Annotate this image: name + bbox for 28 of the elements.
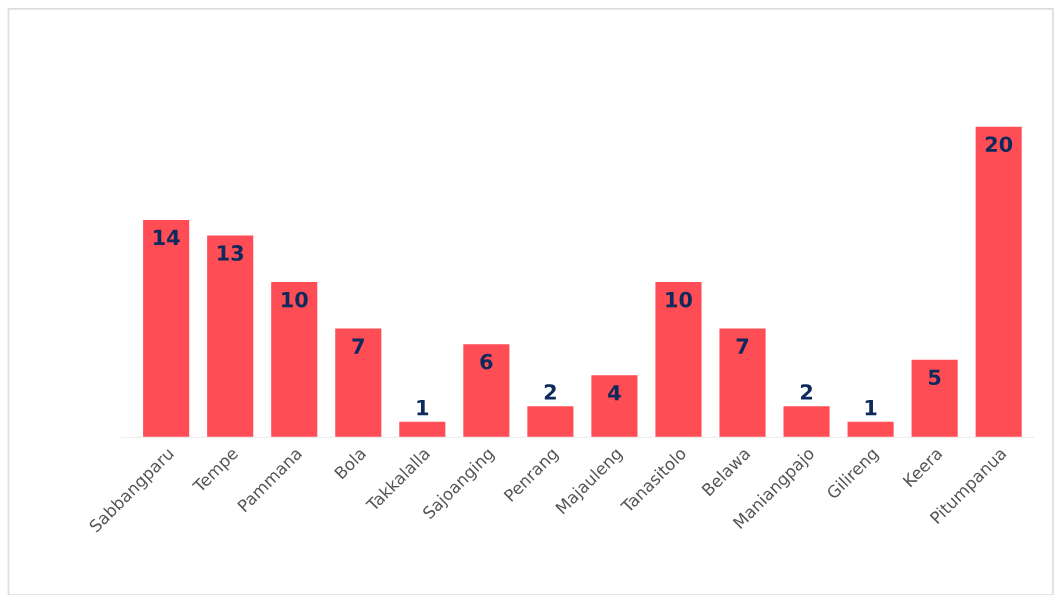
data-label: 14 (154, 229, 180, 246)
bar (335, 328, 382, 438)
data-label: 10 (282, 291, 308, 308)
data-label: 7 (352, 338, 364, 354)
bar (655, 282, 702, 438)
data-label: 10 (666, 291, 692, 308)
data-label: 1 (417, 399, 429, 416)
bar (783, 406, 830, 438)
bar (527, 406, 574, 438)
data-label: 20 (985, 136, 1013, 153)
data-label: 13 (218, 245, 244, 261)
bar (463, 344, 510, 438)
bar (207, 235, 254, 438)
data-label: 2 (544, 384, 556, 400)
data-label: 5 (929, 369, 941, 386)
bar (911, 359, 958, 438)
bar (847, 421, 894, 438)
bar (399, 421, 446, 438)
bar (143, 219, 190, 438)
bar (271, 282, 318, 438)
data-label: 6 (480, 353, 493, 370)
data-label: 2 (800, 384, 812, 400)
data-label: 4 (608, 385, 621, 401)
bar (975, 126, 1022, 438)
bar (591, 375, 638, 438)
bar (719, 328, 766, 438)
data-label: 1 (865, 399, 877, 416)
data-label: 7 (736, 338, 749, 354)
